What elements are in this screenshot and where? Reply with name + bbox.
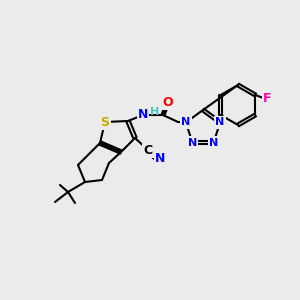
Text: N: N: [155, 152, 165, 166]
Text: N: N: [188, 138, 197, 148]
Text: S: S: [100, 116, 109, 128]
Text: H: H: [150, 107, 159, 117]
Text: N: N: [215, 117, 225, 128]
Text: N: N: [138, 109, 148, 122]
Text: F: F: [263, 92, 272, 104]
Text: N: N: [209, 138, 218, 148]
Text: C: C: [143, 143, 153, 157]
Text: O: O: [163, 95, 173, 109]
Text: N: N: [181, 117, 190, 128]
